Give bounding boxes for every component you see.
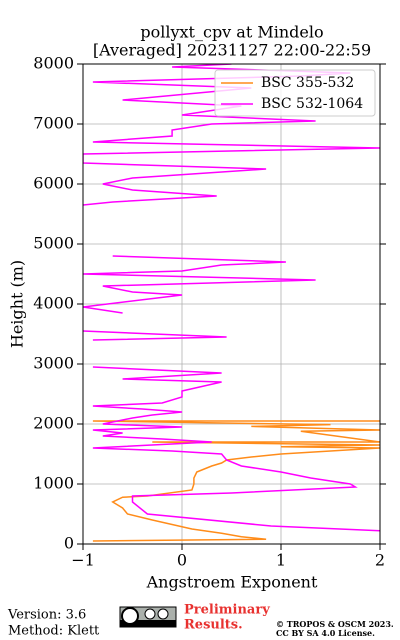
x-tick-label: 1 xyxy=(276,551,286,570)
copyright: CC BY SA 4.0 License. xyxy=(276,628,375,638)
chart-subtitle: [Averaged] 20231127 22:00-22:59 xyxy=(93,41,371,60)
y-tick-label: 4000 xyxy=(33,294,74,313)
cc-badge xyxy=(119,606,177,628)
y-tick-label: 5000 xyxy=(33,234,74,253)
chart-title: pollyxt_cpv at Mindelo xyxy=(140,23,323,42)
legend-label: BSC 532-1064 xyxy=(261,96,363,112)
grid xyxy=(82,63,381,545)
legend-label: BSC 355-532 xyxy=(261,75,354,91)
y-tick-label: 8000 xyxy=(33,54,74,73)
version: Version: 3.6 xyxy=(7,608,86,623)
x-tick-label: −1 xyxy=(71,551,95,570)
x-tick-label: 2 xyxy=(375,551,385,570)
y-tick-label: 0 xyxy=(64,534,74,553)
notice: Results. xyxy=(184,618,243,633)
series-line xyxy=(83,64,380,532)
copyright: © TROPOS & OSCM 2023. xyxy=(276,619,394,629)
x-axis-label: Angstroem Exponent xyxy=(146,573,318,592)
legend-box xyxy=(214,69,376,117)
notice: Preliminary xyxy=(184,603,270,618)
legend: BSC 355-532 BSC 532-1064 xyxy=(214,69,376,117)
y-tick-label: 6000 xyxy=(33,174,74,193)
y-tick-label: 3000 xyxy=(33,354,74,373)
method: Method: Klett xyxy=(8,624,100,639)
y-tick-label: 2000 xyxy=(33,414,74,433)
x-tick-label: 0 xyxy=(177,551,187,570)
y-tick-label: 1000 xyxy=(33,474,74,493)
y-axis-label: Height (m) xyxy=(8,260,27,348)
plot-lines xyxy=(83,64,380,542)
series-line xyxy=(92,420,380,542)
y-tick-label: 7000 xyxy=(33,114,74,133)
